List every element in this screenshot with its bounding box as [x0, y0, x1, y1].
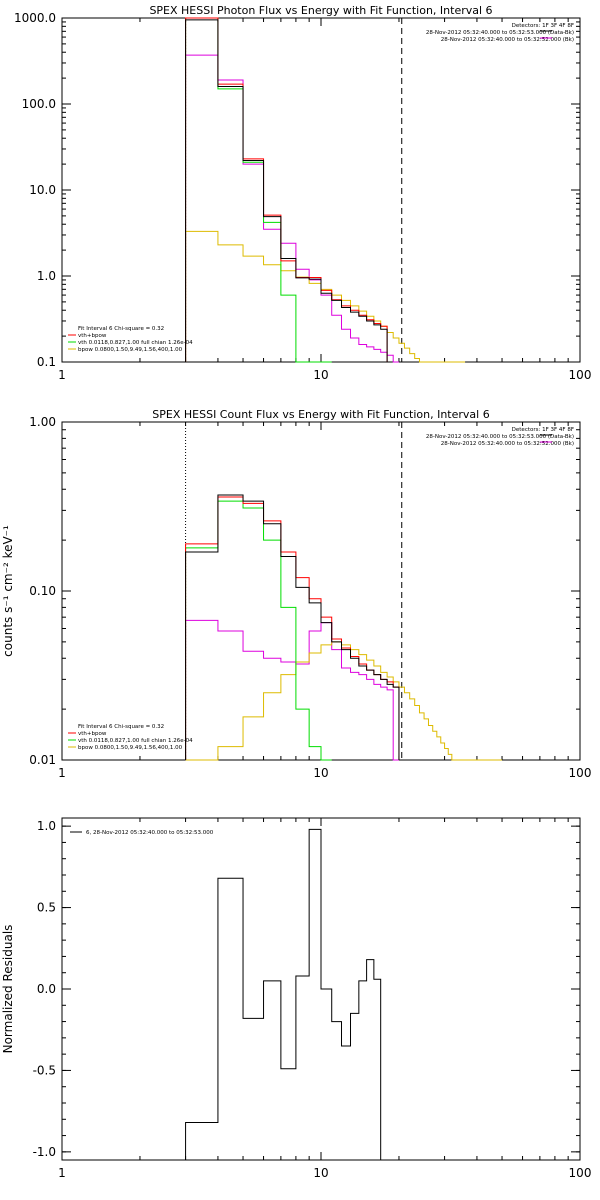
legend-top-entry: 28-Nov-2012 05:32:40.000 to 05:32:52.000… [441, 37, 574, 43]
legend-bottom-entry: vth+bpow [78, 333, 107, 339]
chart-panel-1: SPEX HESSI Photon Flux vs Energy with Fi… [14, 4, 591, 382]
chart-title: SPEX HESSI Photon Flux vs Energy with Fi… [149, 4, 492, 17]
legend-top-entry: 28-Nov-2012 05:32:40.000 to 05:32:52.000… [441, 441, 574, 447]
y-tick-label: -1.0 [33, 1145, 56, 1159]
chart-panel-3: 1 10 100 -1.0 -0.5 0.0 0.5 1.0 Normalized Residu… [1, 817, 592, 1180]
legend-bottom-entry: Fit Interval 6 Chi-square = 0.32 [78, 724, 164, 730]
legend-top-entry: 28-Nov-2012 05:32:40.000 to 05:32:53.000… [426, 434, 574, 440]
plot-frame [61, 421, 581, 761]
x-tick-label: 10 [313, 766, 328, 780]
chart-title: SPEX HESSI Count Flux vs Energy with Fit… [152, 408, 489, 421]
plot-frame [61, 17, 581, 363]
x-tick-label: 1 [58, 368, 66, 382]
legend-bottom-entry: bpow 0.0800,1.50,9.49,1.56,400,1.00 [78, 745, 183, 751]
legend-bottom-entry: vth 0.0118,0.827,1.00 full chian 1.26e-0… [78, 738, 193, 744]
y-tick-label: 0.10 [29, 584, 56, 598]
x-tick-label: 100 [569, 1166, 592, 1180]
x-tick-label: 10 [313, 368, 328, 382]
y-tick-label: 100.0 [22, 97, 56, 111]
y-tick-label: 0.1 [37, 355, 56, 369]
y-tick-label: 1.0 [37, 269, 56, 283]
legend-bottom-entry: Fit Interval 6 Chi-square = 0.32 [78, 326, 164, 332]
legend-bottom-entry: vth 0.0118,0.827,1.00 full chian 1.26e-0… [78, 340, 193, 346]
y-tick-label: 0.5 [37, 901, 56, 915]
series-line-bpow [185, 641, 503, 761]
legend-top-entry: 28-Nov-2012 05:32:40.000 to 05:32:53.000… [426, 30, 574, 36]
series-line-model [185, 828, 399, 1161]
x-tick-label: 1 [58, 1166, 66, 1180]
y-tick-label: 0.01 [29, 753, 56, 767]
y-tick-label: 1.0 [37, 819, 56, 833]
x-tick-label: 100 [569, 766, 592, 780]
series-line-bpow [185, 230, 466, 363]
chart-panel-2: SPEX HESSI Count Flux vs Energy with Fit… [1, 408, 591, 780]
x-tick-label: 1 [58, 766, 66, 780]
series-line-vth [185, 17, 332, 363]
legend-top-entry: Detectors: 1F 3F 4F 8F [512, 427, 574, 433]
series-line-model [185, 19, 388, 362]
y-tick-label: 1000.0 [14, 11, 56, 25]
x-tick-label: 10 [313, 1166, 328, 1180]
y-tick-label: 0.0 [37, 982, 56, 996]
legend-bottom-entry: vth+bpow [78, 731, 107, 737]
y-tick-label: 1.00 [29, 415, 56, 429]
y-axis-label: Normalized Residuals [1, 925, 15, 1054]
legend-bottom-entry: bpow 0.0800,1.50,9.49,1.56,400,1.00 [78, 347, 183, 353]
y-tick-label: 10.0 [29, 183, 56, 197]
series-line-model [185, 494, 400, 760]
legend-top-entry: Detectors: 1F 3F 4F 8F [512, 23, 574, 29]
series-line-bk [185, 54, 399, 363]
x-tick-label: 100 [569, 368, 592, 382]
legend-entry: 6, 28-Nov-2012 05:32:40.000 to 05:32:53.… [86, 830, 214, 836]
series-line-bk [185, 619, 399, 761]
y-axis-label: counts s⁻¹ cm⁻² keV⁻¹ [1, 525, 15, 657]
series-line-total [185, 17, 388, 362]
y-tick-label: -0.5 [33, 1063, 56, 1077]
